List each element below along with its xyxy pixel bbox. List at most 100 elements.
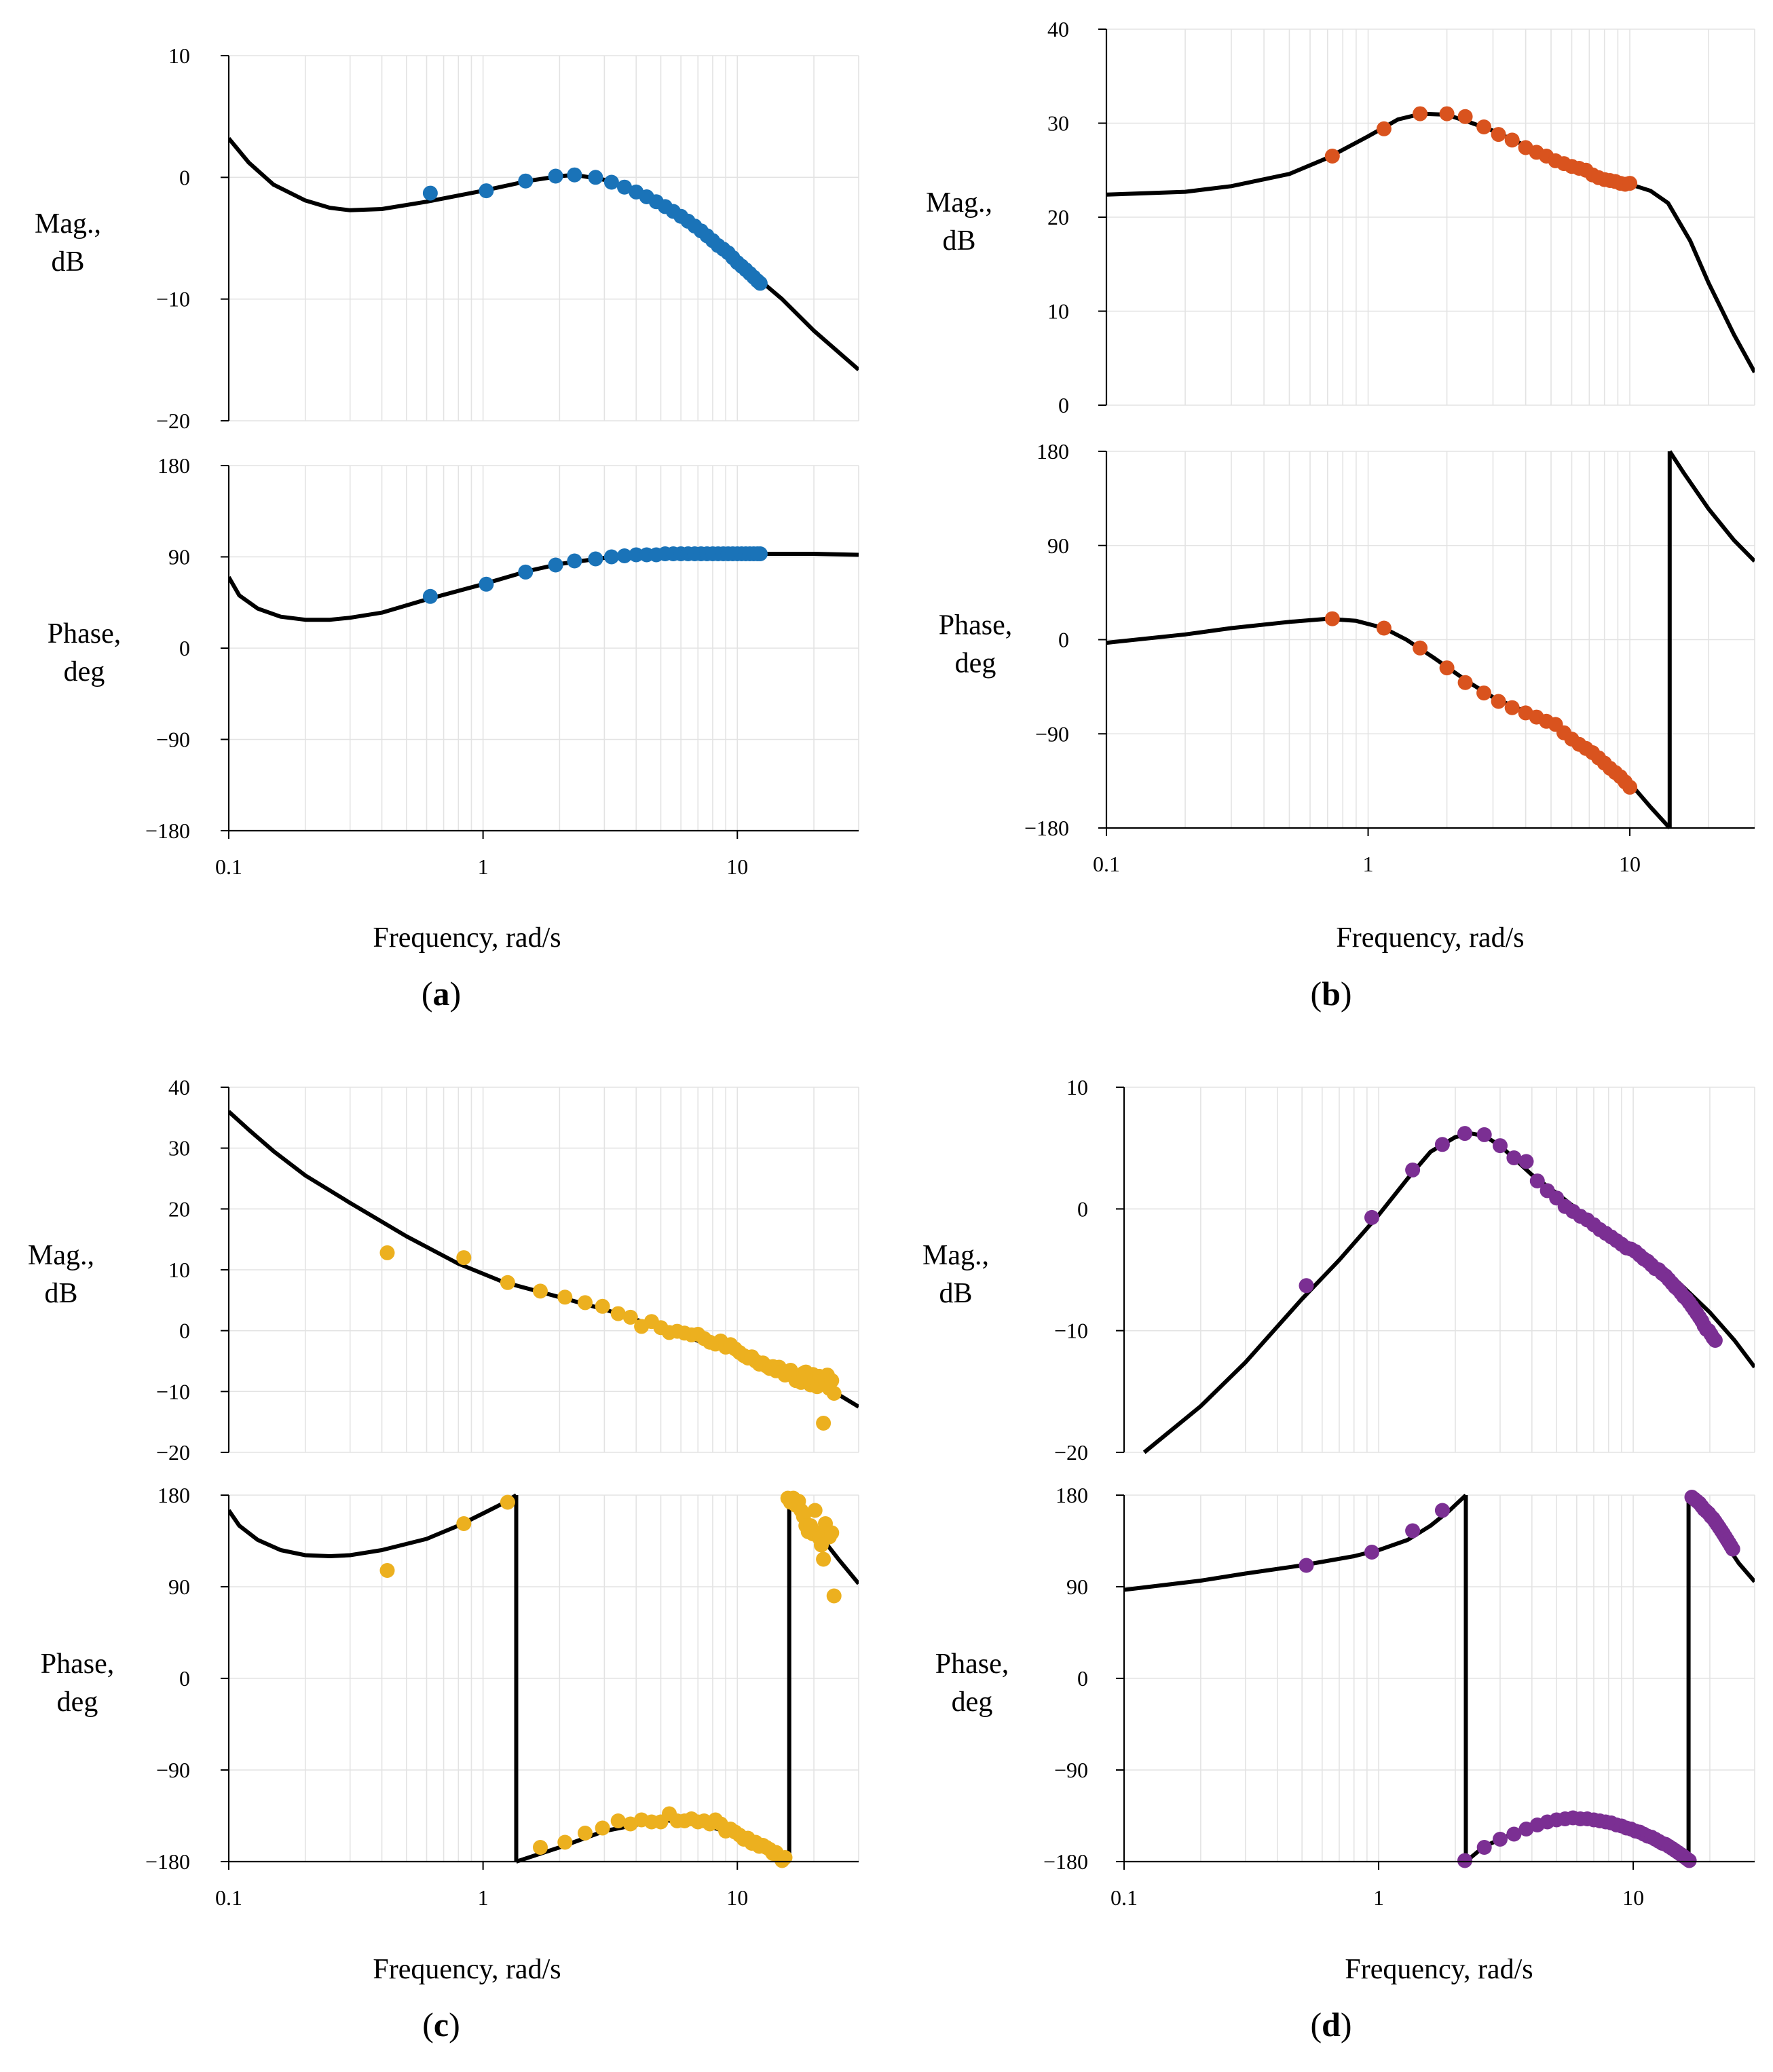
panel-label: (b) — [1310, 975, 1351, 1013]
phase-gridlines — [228, 465, 859, 831]
x-axis-label: Frequency, rad/s — [1345, 1954, 1533, 1985]
y-tick-label: −10 — [156, 1379, 190, 1404]
y-tick-label: 40 — [168, 1075, 190, 1099]
mag-data-point — [533, 1283, 548, 1299]
mag-data-point — [1476, 1127, 1492, 1142]
phase-axis-label: Phase, — [939, 610, 1013, 641]
phase-data-point — [824, 1525, 840, 1541]
y-tick-label: −20 — [1054, 1440, 1088, 1465]
phase-gridlines — [1123, 1494, 1755, 1862]
mag-data-point — [826, 1386, 842, 1401]
phase-data-point — [1491, 694, 1506, 709]
mag-data-point — [1405, 1162, 1421, 1178]
mag-axis-label: Mag., — [28, 1240, 94, 1271]
mag-data-point — [752, 276, 768, 291]
y-tick-label: −180 — [145, 1849, 190, 1874]
mag-data-point — [816, 1416, 832, 1431]
mag-data-point — [379, 1245, 395, 1260]
mag-data-point — [1324, 149, 1340, 164]
mag-data-point — [610, 1306, 626, 1321]
phase-plot-d: 180 90 0 −90 −180 — [1043, 1483, 1755, 1874]
x-tick-label: 1 — [1363, 852, 1374, 876]
panel-c: 40 30 20 10 0 −10 −20 180 90 0 −90 −180 0.1 1 10 Freque… — [28, 1075, 859, 2043]
mag-data-point — [518, 173, 534, 189]
phase-fit-line-0 — [229, 1493, 518, 1558]
mag-fit-line-0 — [229, 136, 859, 371]
mag-axis-label: Mag., — [922, 1240, 989, 1271]
phase-gridlines — [228, 1494, 859, 1862]
phase-data-point — [1405, 1523, 1421, 1539]
mag-data-point — [1299, 1278, 1314, 1294]
mag-fit-line-0 — [1142, 1131, 1755, 1454]
phase-data-point — [595, 1820, 610, 1836]
mag-gridlines — [1106, 29, 1755, 406]
phase-data-point — [456, 1516, 472, 1531]
phase-data-point — [1504, 700, 1520, 715]
mag-gridlines — [228, 55, 859, 421]
mag-data-point — [557, 1289, 573, 1305]
phase-data-point — [777, 1850, 793, 1865]
mag-data-point — [1457, 109, 1473, 124]
phase-fit-line-2 — [1668, 450, 1755, 563]
x-tick-label: 0.1 — [215, 854, 242, 879]
y-tick-label: −10 — [1054, 1319, 1088, 1343]
phase-data-point — [816, 1551, 832, 1567]
phase-data-point — [500, 1494, 515, 1510]
phase-axis-unit: deg — [955, 648, 996, 679]
mag-plot-c: 40 30 20 10 0 −10 −20 — [156, 1075, 859, 1465]
mag-fit-line-0 — [1106, 111, 1755, 373]
y-tick-label: 0 — [179, 636, 190, 660]
panel-b: 40 30 20 10 0 180 90 0 −90 −180 0.1 1 10 Frequency, r… — [926, 17, 1755, 1013]
mag-axis-unit: dB — [942, 225, 975, 257]
y-tick-label: −180 — [145, 818, 190, 843]
mag-data-point — [1376, 121, 1392, 136]
y-tick-label: 0 — [179, 1666, 190, 1691]
phase-data-point — [548, 557, 563, 573]
phase-plot-b: 180 90 0 −90 −180 — [1024, 439, 1755, 840]
mag-data-point — [588, 170, 603, 185]
phase-data-point — [610, 1813, 626, 1828]
phase-data-point — [1439, 660, 1455, 676]
y-tick-label: −90 — [1054, 1758, 1088, 1782]
y-tick-label: 90 — [168, 1575, 190, 1599]
panel-label: (a) — [422, 975, 461, 1013]
x-tick-label: 10 — [726, 854, 748, 879]
x-tick-label: 10 — [1622, 1885, 1644, 1910]
phase-data-point — [629, 547, 644, 563]
y-tick-label: 180 — [157, 453, 190, 478]
y-tick-label: 90 — [168, 545, 190, 569]
mag-data-point — [567, 167, 582, 183]
phase-data-point — [1457, 675, 1473, 690]
phase-axis-unit: deg — [57, 1687, 98, 1718]
mag-data-point — [1622, 176, 1638, 191]
y-tick-label: −20 — [156, 409, 190, 433]
mag-plot-b: 40 30 20 10 0 — [1047, 17, 1755, 417]
phase-fit-line-0 — [1124, 1493, 1468, 1592]
phase-data-point — [807, 1503, 823, 1518]
mag-data-point — [479, 183, 494, 199]
x-tick-label: 0.1 — [1111, 1885, 1138, 1910]
y-tick-label: 40 — [1047, 17, 1069, 41]
phase-data-point — [617, 548, 632, 563]
mag-data-point — [1493, 1138, 1508, 1154]
phase-data-point — [826, 1588, 842, 1604]
phase-data-point — [578, 1826, 593, 1841]
phase-data-point — [1364, 1545, 1379, 1560]
phase-gridlines — [1106, 451, 1755, 829]
x-tick-label: 10 — [1619, 852, 1641, 876]
phase-data-point — [1493, 1832, 1508, 1847]
phase-data-point — [1681, 1853, 1697, 1868]
phase-data-point — [1476, 1840, 1492, 1855]
mag-data-point — [548, 168, 563, 184]
mag-data-point — [603, 174, 619, 190]
y-tick-label: −180 — [1043, 1849, 1088, 1874]
phase-data-point — [1434, 1503, 1450, 1518]
mag-data-point — [578, 1295, 593, 1311]
y-tick-label: 20 — [168, 1197, 190, 1221]
phase-plot-a: 180 90 0 −90 −180 — [145, 453, 859, 843]
x-tick-label: 1 — [1373, 1885, 1384, 1910]
phase-data-point — [1725, 1541, 1740, 1557]
x-tick-label: 0.1 — [215, 1885, 242, 1910]
y-tick-label: 0 — [1058, 393, 1069, 417]
phase-data-point — [1324, 611, 1340, 626]
